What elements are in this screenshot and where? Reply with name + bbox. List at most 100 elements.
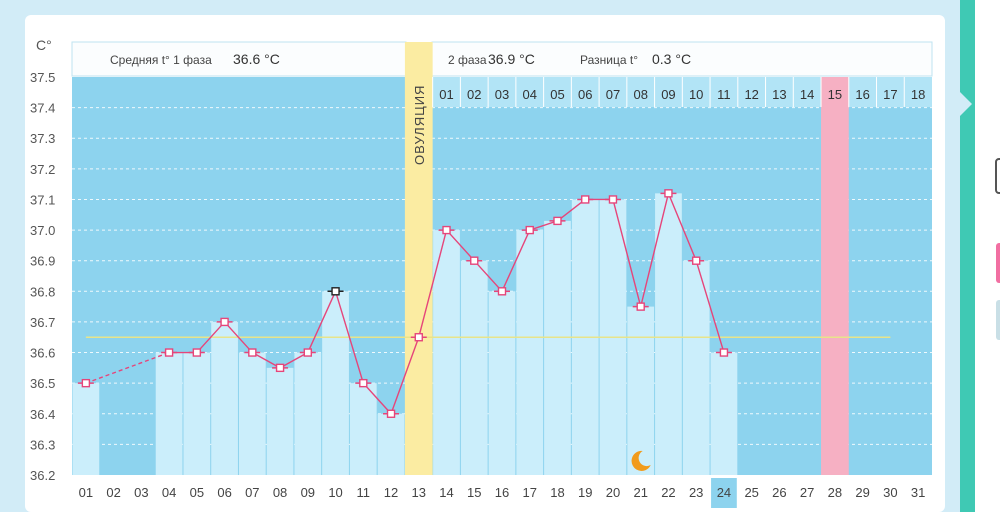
temperature-segment [557, 198, 586, 222]
data-point [608, 195, 618, 204]
x-tick-label: 25 [744, 485, 758, 500]
temperature-segment [640, 193, 670, 307]
temperature-segment [279, 351, 309, 369]
x-tick-label: 28 [828, 485, 842, 500]
x-tick-label: 08 [273, 485, 287, 500]
temperature-segment [418, 229, 448, 338]
phase2-day-label: 07 [606, 87, 620, 102]
phase2-day-label: 18 [911, 87, 925, 102]
y-tick-label: 37.5 [30, 70, 55, 85]
temperature-segment [362, 382, 392, 415]
x-tick-label: 30 [883, 485, 897, 500]
phase2-day-label: 12 [744, 87, 758, 102]
phase2-day-label: 17 [883, 87, 897, 102]
missing-data-segment [85, 351, 170, 384]
x-tick-label: 03 [134, 485, 148, 500]
day-bar [627, 306, 655, 475]
x-tick-label: 02 [106, 485, 120, 500]
y-axis-unit: C° [36, 37, 52, 53]
phase2-day-label: 06 [578, 87, 592, 102]
phase2-value: 36.9 °C [488, 51, 535, 67]
day-bar [433, 230, 460, 475]
data-point [664, 189, 673, 198]
phase1-value: 36.6 °C [233, 51, 280, 67]
day-bar [72, 383, 100, 475]
day-bar [488, 291, 516, 475]
phase1-label: Средняя t° 1 фаза [110, 53, 212, 67]
data-point [220, 317, 229, 327]
x-axis-strip [72, 475, 932, 512]
sidebar-grey-button[interactable] [996, 300, 1000, 340]
phase2-day-label: 16 [855, 87, 869, 102]
period-band [821, 77, 849, 475]
data-point [691, 256, 701, 265]
phase2-label: 2 фаза [448, 53, 487, 67]
data-point [581, 195, 590, 204]
data-point [164, 348, 174, 357]
data-point [442, 225, 451, 235]
day-bar [516, 230, 544, 475]
x-tick-label: 23 [689, 485, 703, 500]
x-tick-label: 14 [439, 485, 453, 500]
y-tick-label: 36.2 [30, 468, 55, 483]
temperature-segment [196, 321, 226, 354]
day-bar [682, 260, 710, 475]
sidebar-checkbox[interactable] [995, 158, 1000, 194]
day-bar [377, 413, 405, 475]
x-tick-label: 16 [495, 485, 509, 500]
phase2-day-label: 10 [689, 87, 703, 102]
data-point [275, 363, 285, 373]
phase2-day-label: 13 [772, 87, 786, 102]
data-point [497, 287, 507, 296]
phase2-day-label: 03 [495, 87, 509, 102]
header-phase2-box [431, 41, 933, 77]
day-bar [294, 352, 322, 475]
temperature-segment [612, 199, 642, 307]
x-axis: 01 02 03 04 05 06 07 08 09 10 11 12 13 14 15 16 17 18 19 20… [72, 475, 932, 512]
y-tick-label: 37.0 [30, 223, 55, 238]
sidebar-pointer-icon [960, 92, 972, 116]
grid [72, 107, 932, 445]
temperature-points [77, 189, 732, 418]
header-phase1-box [71, 41, 407, 77]
y-tick-label: 37.3 [30, 131, 55, 146]
phase2-day-label: 08 [633, 87, 647, 102]
x-tick-label: 29 [855, 485, 869, 500]
temperature-segment [473, 260, 503, 292]
sidebar-pink-button[interactable] [996, 243, 1000, 283]
y-tick-label: 36.8 [30, 284, 55, 299]
temperature-segment [529, 220, 558, 231]
day-bar [655, 193, 682, 476]
temperature-segment [224, 321, 253, 354]
day-bar [183, 352, 211, 475]
day-bar [238, 352, 266, 475]
ovulation-label: ОВУЛЯЦИЯ [412, 85, 427, 165]
x-tick-label: 19 [578, 485, 592, 500]
temperature-segment [695, 260, 725, 353]
phase2-day-label: 01 [439, 87, 453, 102]
y-tick-label: 36.6 [30, 346, 55, 361]
temperature-segment [307, 291, 337, 353]
x-tick-label: 15 [467, 485, 481, 500]
x-tick-label: 12 [384, 485, 398, 500]
temperature-segment [501, 229, 531, 292]
phase2-day-label: 15 [828, 87, 842, 102]
x-tick-label: 04 [162, 485, 176, 500]
x-tick-label: 22 [661, 485, 675, 500]
x-tick-label: 01 [79, 485, 93, 500]
y-tick-label: 36.4 [30, 407, 55, 422]
sidebar-panel [975, 0, 1000, 512]
x-tick-label: 17 [523, 485, 537, 500]
y-tick-label: 36.3 [30, 437, 55, 452]
phase2-day-label: 04 [523, 87, 537, 102]
phase2-day-label: 05 [550, 87, 564, 102]
y-tick-label: 36.5 [30, 376, 55, 391]
y-axis: 36.2 36.3 36.4 36.5 36.6 36.7 36.8 36.9 37.0 37.1… [30, 70, 55, 483]
today-marker [711, 478, 737, 508]
highlight-bands [404, 42, 849, 475]
day-bar [460, 260, 488, 475]
phase2-day-label: 11 [717, 87, 731, 102]
x-tick-label: 06 [217, 485, 231, 500]
x-tick-label: 18 [550, 485, 564, 500]
